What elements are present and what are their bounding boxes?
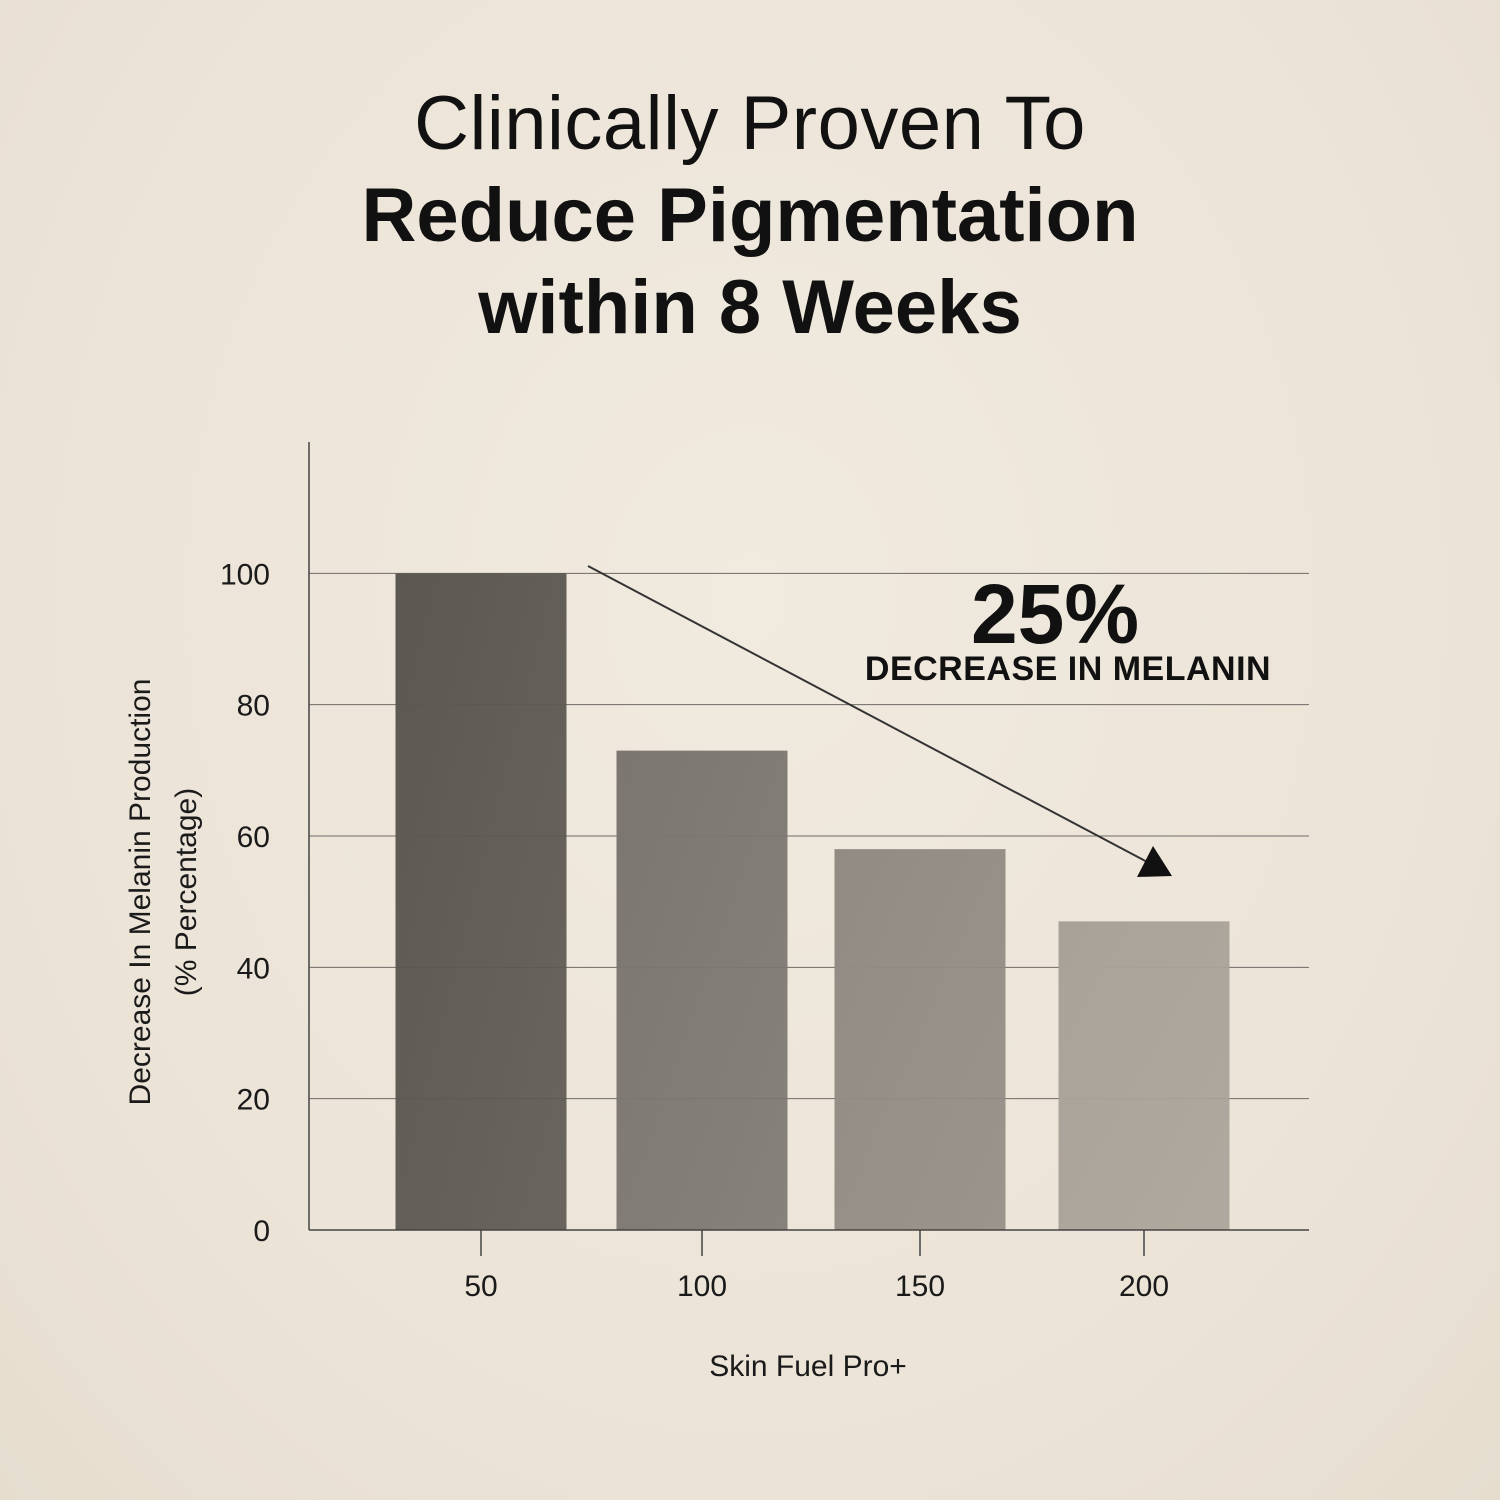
annotation-text: DECREASE IN MELANIN — [865, 650, 1271, 688]
headline: Clinically Proven To Reduce Pigmentation… — [0, 78, 1500, 354]
y-tick-label: 80 — [237, 690, 270, 723]
x-axis-title: Skin Fuel Pro+ — [709, 1350, 907, 1383]
x-tick-label: 200 — [1119, 1270, 1169, 1303]
bar-100 — [616, 750, 788, 1230]
x-tick-label: 100 — [677, 1270, 727, 1303]
bar-50 — [395, 573, 567, 1230]
headline-line-2: Reduce Pigmentation — [361, 173, 1139, 258]
y-tick-label: 0 — [253, 1215, 270, 1248]
trend-arrowhead — [1137, 846, 1172, 877]
y-tick-label: 60 — [237, 821, 270, 854]
y-axis-title-line-2: (% Percentage) — [170, 788, 203, 996]
bar-150 — [834, 849, 1006, 1230]
y-axis-title-line-1: Decrease In Melanin Production — [124, 679, 157, 1106]
x-tick-label: 50 — [464, 1270, 497, 1303]
y-tick-label: 20 — [237, 1084, 270, 1117]
x-tick-label: 150 — [895, 1270, 945, 1303]
annotation-percent: 25% — [971, 567, 1139, 661]
headline-line-1: Clinically Proven To — [414, 81, 1086, 166]
headline-line-3: within 8 Weeks — [478, 265, 1022, 350]
bar-200 — [1058, 921, 1230, 1230]
y-tick-label: 40 — [237, 952, 270, 985]
trend-arrow — [587, 565, 1169, 874]
y-tick-label: 100 — [220, 558, 270, 591]
